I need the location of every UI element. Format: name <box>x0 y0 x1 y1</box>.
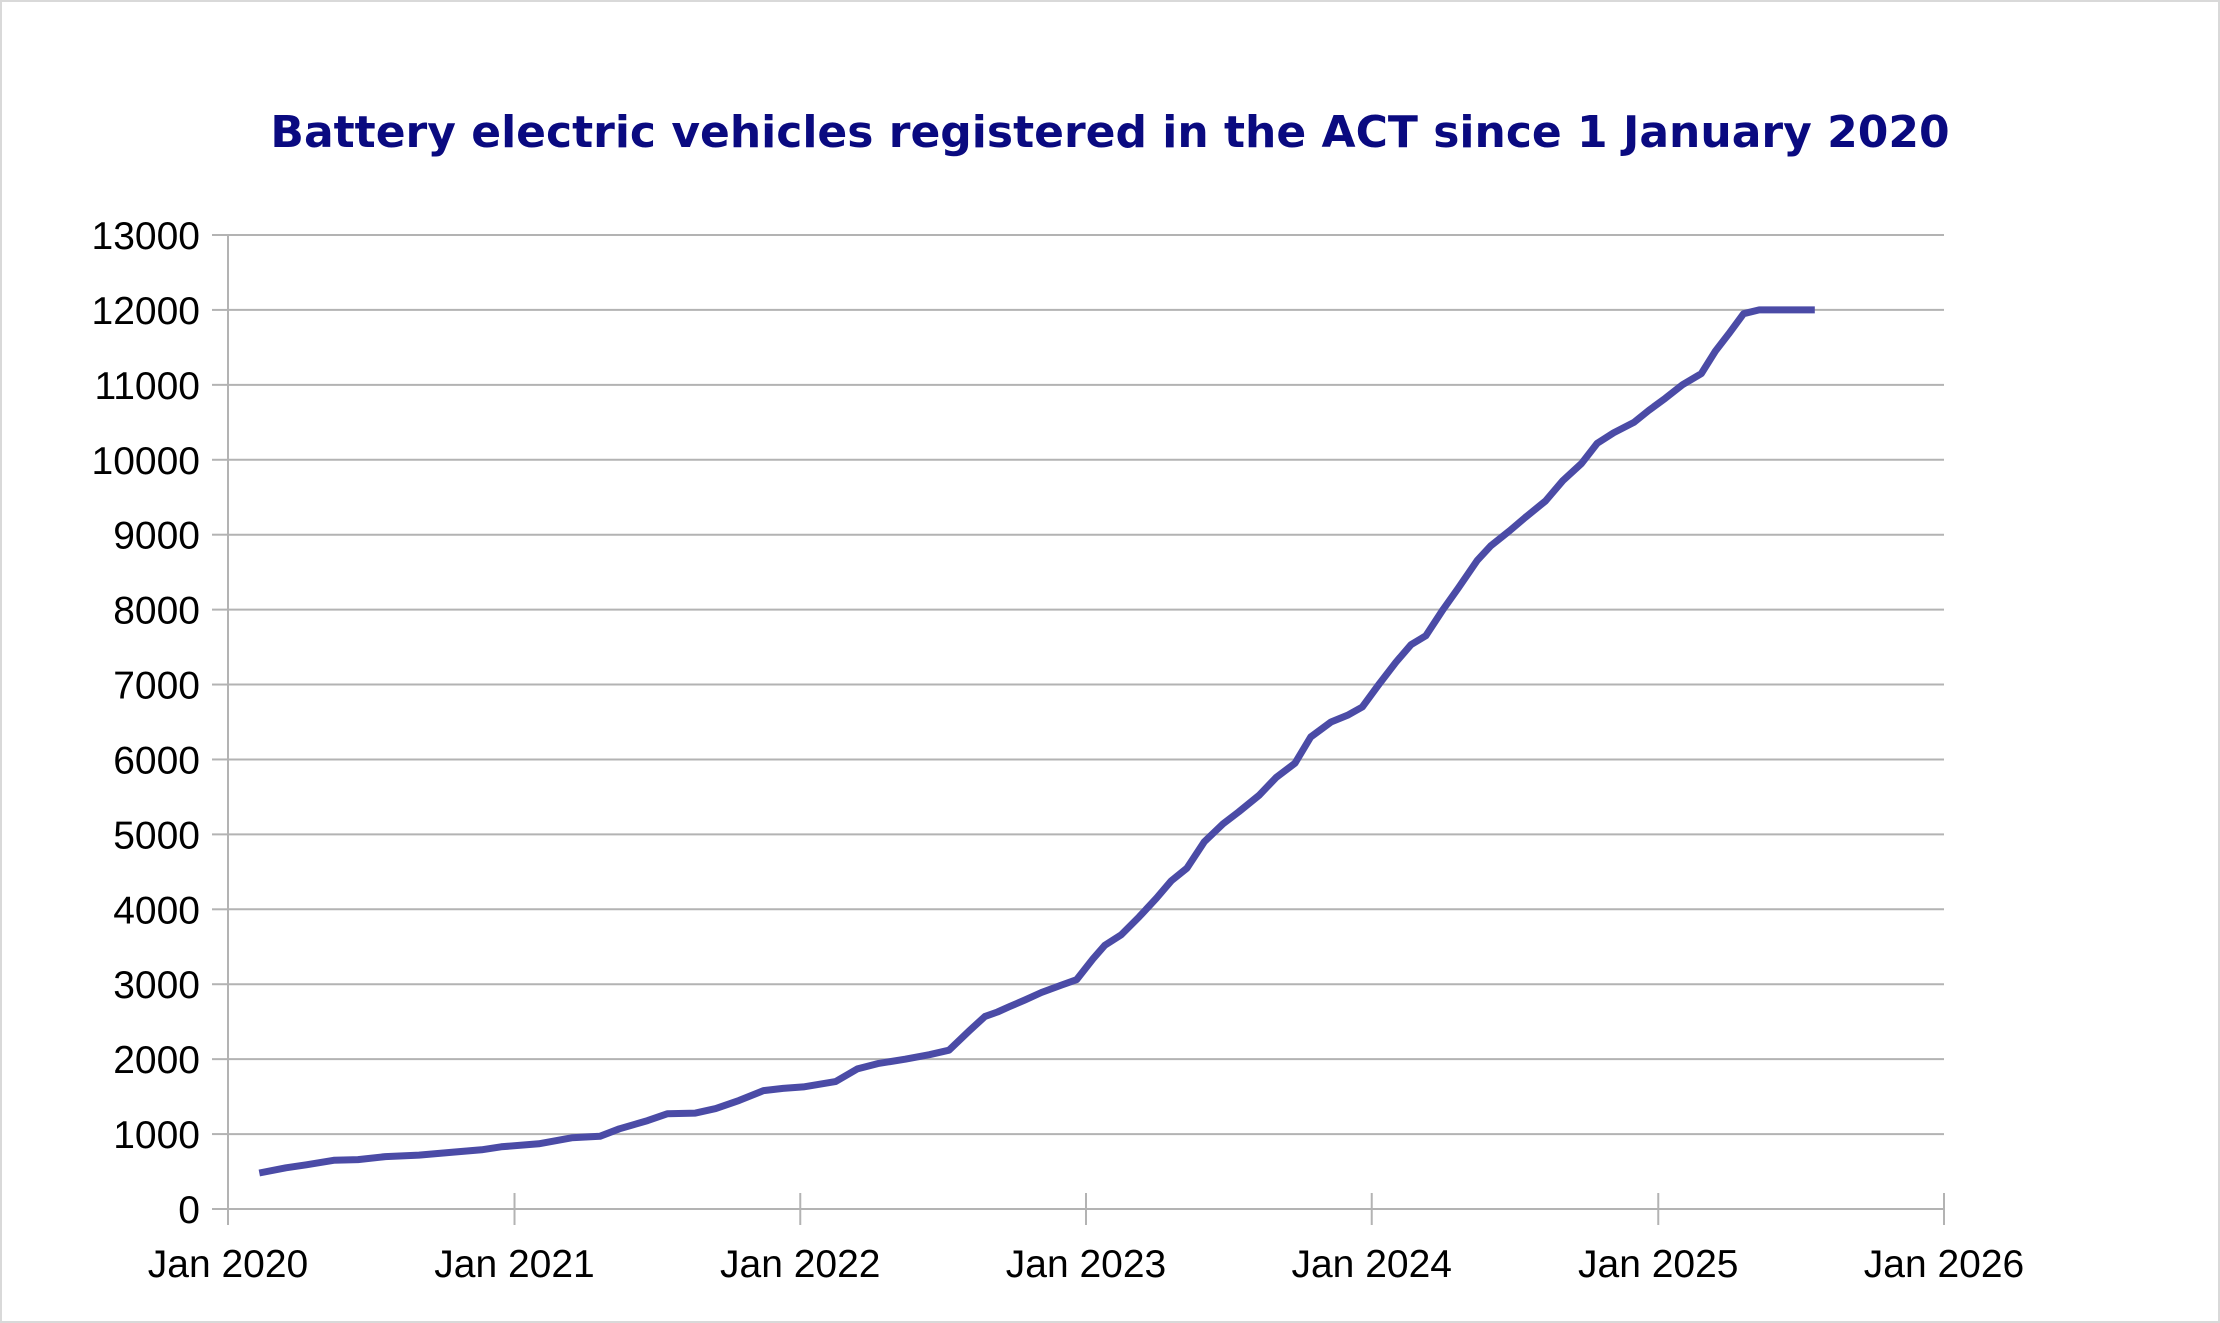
gridlines <box>228 234 1944 1136</box>
y-tick-label: 10000 <box>92 440 200 483</box>
x-tick-label: Jan 2020 <box>148 1243 308 1286</box>
y-tick-label: 4000 <box>113 889 200 932</box>
y-tick-label: 3000 <box>113 964 200 1007</box>
y-tick-label: 5000 <box>113 814 200 857</box>
series-group <box>258 306 1815 1177</box>
x-tick-label: Jan 2023 <box>1006 1243 1166 1286</box>
y-tick-label: 9000 <box>113 515 200 558</box>
y-tick-label: 6000 <box>113 739 200 782</box>
y-tick-label: 2000 <box>113 1039 200 1082</box>
x-tick-label: Jan 2021 <box>434 1243 594 1286</box>
y-axis-ticks: 0 1000 2000 3000 4000 5000 6000 7000 8000 9000 100… <box>92 215 228 1232</box>
x-tick-label: Jan 2026 <box>1864 1243 2024 1286</box>
y-tick-label: 7000 <box>113 665 200 708</box>
series-line <box>258 306 1815 1177</box>
y-tick-label: 12000 <box>92 290 200 333</box>
x-axis-ticks: Jan 2020 Jan 2021 Jan 2022 Jan 2023 Jan 2024… <box>148 1193 2024 1286</box>
y-tick-label: 8000 <box>113 590 200 633</box>
y-tick-label: 13000 <box>92 215 200 258</box>
y-tick-label: 1000 <box>113 1114 200 1157</box>
x-tick-label: Jan 2025 <box>1578 1243 1738 1286</box>
x-tick-label: Jan 2022 <box>720 1243 880 1286</box>
x-tick-label: Jan 2024 <box>1291 1243 1451 1286</box>
y-tick-label: 11000 <box>94 365 200 408</box>
y-tick-label: 0 <box>178 1189 200 1232</box>
chart-title: Battery electric vehicles registered in … <box>270 107 1949 158</box>
